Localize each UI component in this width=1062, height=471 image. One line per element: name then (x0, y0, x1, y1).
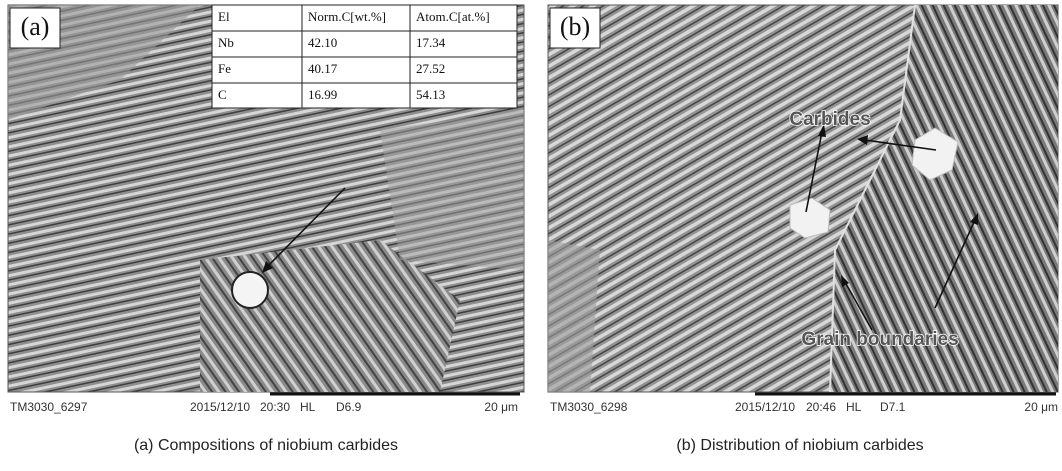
figure: (a) TM3030_6297 2015/12/10 20:30 HL D6.9… (0, 0, 1062, 466)
table-cell: 40.17 (308, 61, 338, 76)
table-cell: 17.34 (416, 35, 446, 50)
table-cell: 27.52 (416, 61, 445, 76)
mode: HL (300, 400, 316, 414)
image-id: TM3030_6298 (550, 400, 628, 414)
table-cell: Nb (218, 35, 234, 50)
table-header: Atom.C[at.%] (416, 9, 490, 24)
table-cell: C (218, 87, 227, 102)
scale: 20 μm (1024, 400, 1058, 414)
distance: D6.9 (336, 400, 362, 414)
distance: D7.1 (880, 400, 906, 414)
footer-a: TM3030_6297 2015/12/10 20:30 HL D6.9 20 … (10, 394, 520, 414)
table-cell: 42.10 (308, 35, 337, 50)
caption: (b) Distribution of niobium carbides (676, 437, 923, 454)
time: 20:46 (806, 400, 836, 414)
date: 2015/12/10 (735, 400, 795, 414)
caption: (a) Compositions of niobium carbides (134, 437, 398, 454)
table-header: El (218, 9, 230, 24)
footer-b: TM3030_6298 2015/12/10 20:46 HL D7.1 20 … (550, 394, 1058, 414)
table-cell: 16.99 (308, 87, 337, 102)
time: 20:30 (260, 400, 290, 414)
panel-label: (b) (560, 12, 590, 41)
table-header: Norm.C[wt.%] (308, 9, 386, 24)
image-id: TM3030_6297 (10, 400, 88, 414)
table-cell: 54.13 (416, 87, 445, 102)
micrograph-a: (a) (8, 5, 524, 392)
micrograph-b: Carbides Grain boundaries (b) (548, 5, 1058, 392)
table-cell: Fe (218, 61, 231, 76)
date: 2015/12/10 (190, 400, 250, 414)
mode: HL (846, 400, 862, 414)
panel-label: (a) (21, 12, 50, 41)
annotation: Grain boundaries (801, 329, 958, 350)
annotation: Carbides (789, 109, 870, 130)
scale: 20 μm (484, 400, 518, 414)
